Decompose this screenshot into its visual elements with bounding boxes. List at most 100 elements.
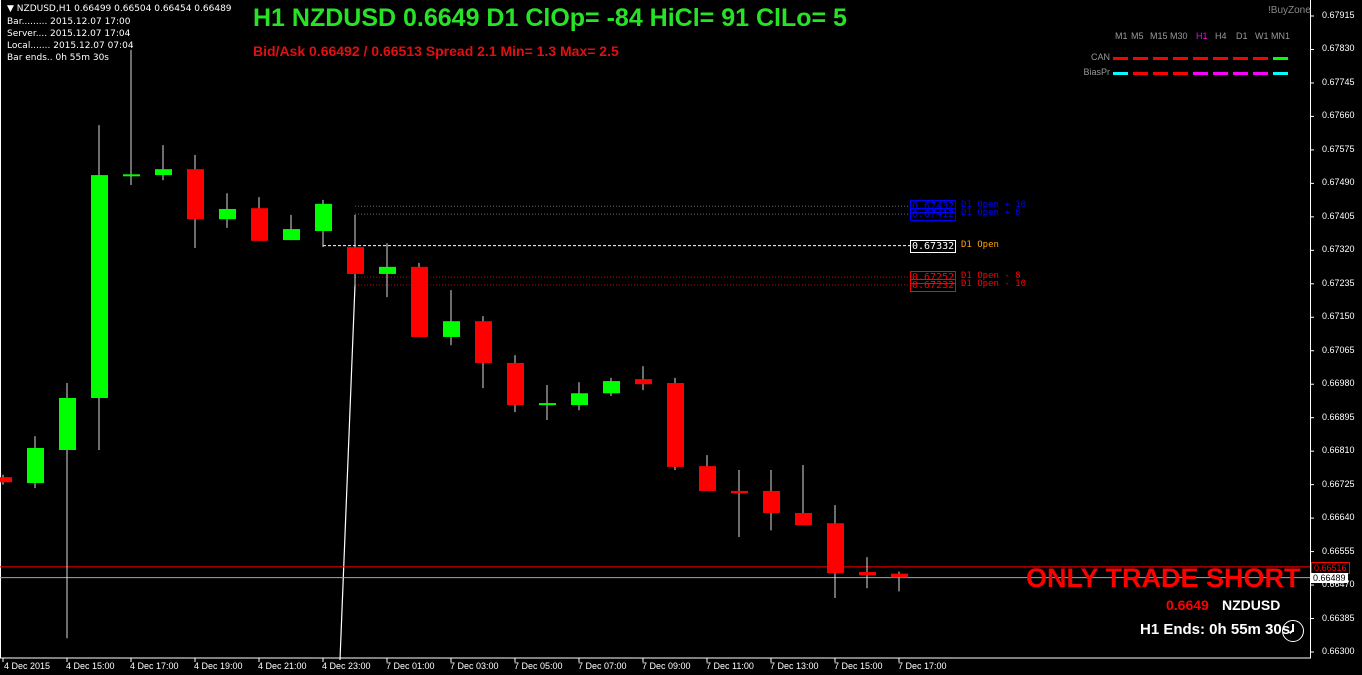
signal-segment — [1233, 57, 1248, 60]
candle-body — [859, 572, 876, 576]
candle-body — [699, 466, 716, 491]
row-label: BiasPr — [1083, 67, 1110, 77]
x-tick-label: 7 Dec 11:00 — [706, 661, 754, 671]
candle-body — [347, 247, 364, 274]
row-label: CAN — [1090, 52, 1110, 62]
candle-body — [731, 490, 748, 494]
level-label: D1 Open — [961, 239, 999, 250]
candle-body — [603, 381, 620, 394]
symbol-line: ▼ NZDUSD,H1 0.66499 0.66504 0.66454 0.66… — [7, 4, 232, 14]
timeframe-label-d1[interactable]: D1 — [1236, 31, 1248, 41]
y-tick-label: 0.66725 — [1322, 478, 1355, 489]
x-tick-label: 4 Dec 17:00 — [130, 661, 179, 671]
y-tick-label: 0.66555 — [1322, 545, 1355, 556]
candle-body — [443, 321, 460, 337]
brand-label: !BuyZone — [1268, 5, 1311, 16]
timeframe-label-m5[interactable]: M5 — [1131, 31, 1144, 41]
level-label: D1 Open + 8 — [961, 208, 1021, 219]
candle-body — [379, 266, 396, 274]
signal-segment — [1273, 57, 1288, 60]
y-tick-label: 0.67745 — [1322, 76, 1355, 87]
signal-segment — [1173, 57, 1188, 60]
candle-body — [123, 174, 140, 177]
candle-body — [475, 321, 492, 363]
signal-segment — [1173, 72, 1188, 75]
signal-segment — [1193, 57, 1208, 60]
ohlc-readout: NZDUSD,H1 0.66499 0.66504 0.66454 0.6648… — [16, 4, 232, 14]
y-tick-label: 0.67150 — [1322, 311, 1355, 322]
y-tick-label: 0.67830 — [1322, 43, 1355, 54]
candle-body — [27, 448, 44, 484]
y-tick-label: 0.66980 — [1322, 378, 1355, 389]
candle-body — [155, 169, 172, 176]
y-tick-label: 0.67235 — [1322, 277, 1355, 288]
level-price-box: 0.67232 — [910, 278, 957, 292]
bid-price-tag: 0.66489 — [1311, 573, 1348, 583]
x-tick-label: 4 Dec 19:00 — [194, 661, 243, 671]
trade-signal: ONLY TRADE SHORT — [1026, 563, 1301, 593]
candle-body — [59, 397, 76, 450]
y-tick-label: 0.66640 — [1322, 512, 1355, 523]
x-tick-label: 4 Dec 23:00 — [322, 661, 371, 671]
candle-body — [219, 208, 236, 220]
x-tick-label: 7 Dec 03:00 — [450, 661, 499, 671]
symbol-label: NZDUSD — [1222, 597, 1281, 613]
x-tick-label: 7 Dec 01:00 — [386, 661, 435, 671]
signal-segment — [1133, 57, 1148, 60]
candle-body — [827, 523, 844, 574]
candle-body — [635, 379, 652, 385]
y-tick-label: 0.66810 — [1322, 445, 1355, 456]
level-label: D1 Open + 10 — [961, 200, 1027, 211]
level-price-box: 0.67412 — [910, 208, 957, 222]
candle-body — [411, 266, 428, 337]
y-tick-label: 0.67915 — [1322, 10, 1355, 20]
y-tick-label: 0.67575 — [1322, 143, 1355, 154]
candle-body — [763, 490, 780, 513]
info-bar: Bar......... 2015.12.07 17:00 — [7, 17, 131, 27]
y-tick-label: 0.67660 — [1322, 110, 1355, 121]
x-tick-label: 4 Dec 15:00 — [66, 661, 115, 671]
x-tick-label: 4 Dec 2015 — [4, 661, 51, 671]
signal-segment — [1253, 72, 1268, 75]
bar-ends-timer: H1 Ends: 0h 55m 30s — [1140, 621, 1291, 638]
timeframe-label-m15[interactable]: M15 — [1150, 31, 1168, 41]
candle-body — [251, 208, 268, 241]
chart-title: H1 NZDUSD 0.6649 D1 ClOp= -84 HiCl= 91 C… — [253, 4, 847, 32]
chart-frame — [0, 0, 1311, 659]
y-tick-label: 0.66300 — [1322, 646, 1355, 656]
candle-body — [0, 477, 12, 483]
signal-segment — [1253, 57, 1268, 60]
trend-line — [339, 284, 356, 661]
candle-body — [315, 203, 332, 232]
y-tick-label: 0.67405 — [1322, 210, 1355, 221]
y-tick-label: 0.67320 — [1322, 244, 1355, 255]
timeframe-label-h1[interactable]: H1 — [1196, 31, 1208, 41]
candle-body — [667, 383, 684, 467]
info-bar-ends: Bar ends.. 0h 55m 30s — [7, 53, 109, 63]
timeframe-label-m30[interactable]: M30 — [1170, 31, 1188, 41]
info-server: Server.... 2015.12.07 17:04 — [7, 29, 131, 39]
signal-segment — [1153, 57, 1168, 60]
signal-segment — [1133, 72, 1148, 75]
timeframe-label-m1[interactable]: M1 — [1115, 31, 1128, 41]
clock-icon — [1282, 620, 1304, 642]
signal-segment — [1213, 57, 1228, 60]
candle-body — [539, 403, 556, 406]
x-tick-label: 7 Dec 09:00 — [642, 661, 691, 671]
x-tick-label: 4 Dec 21:00 — [258, 661, 307, 671]
level-price-box: 0.67432 — [910, 200, 957, 214]
x-tick-label: 7 Dec 17:00 — [898, 661, 947, 671]
x-tick-label: 7 Dec 15:00 — [834, 661, 883, 671]
candle-body — [187, 169, 204, 220]
candle-body — [795, 512, 812, 526]
x-tick-label: 7 Dec 07:00 — [578, 661, 627, 671]
bid-ask-info: Bid/Ask 0.66492 / 0.66513 Spread 2.1 Min… — [253, 43, 619, 59]
timeframe-label-h4[interactable]: H4 — [1215, 31, 1227, 41]
signal-segment — [1213, 72, 1228, 75]
timeframe-label-mn1[interactable]: MN1 — [1271, 31, 1291, 41]
timeframe-label-w1[interactable]: W1 — [1255, 31, 1269, 41]
level-price-box: 0.67252 — [910, 271, 957, 285]
signal-segment — [1113, 57, 1128, 60]
x-tick-label: 7 Dec 05:00 — [514, 661, 563, 671]
